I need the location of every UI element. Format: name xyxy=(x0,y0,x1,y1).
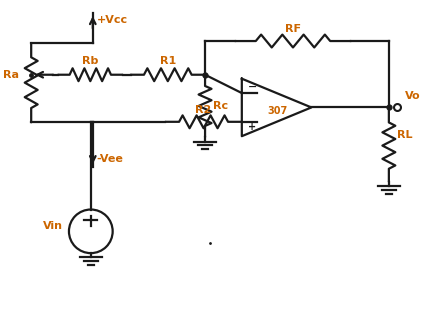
Text: Vo: Vo xyxy=(405,91,420,101)
Text: Rb: Rb xyxy=(82,56,99,66)
Text: Ra: Ra xyxy=(3,70,19,80)
Text: Vin: Vin xyxy=(43,222,63,232)
Text: RL: RL xyxy=(397,130,412,140)
Text: −: − xyxy=(248,82,257,92)
Text: Rc: Rc xyxy=(213,101,228,111)
Text: 307: 307 xyxy=(268,106,288,116)
Text: RF: RF xyxy=(285,24,301,34)
Text: +: + xyxy=(248,122,256,132)
Text: -Vee: -Vee xyxy=(97,154,124,164)
Text: +Vcc: +Vcc xyxy=(97,15,128,25)
Text: R2: R2 xyxy=(196,105,211,115)
Text: R1: R1 xyxy=(160,56,176,66)
